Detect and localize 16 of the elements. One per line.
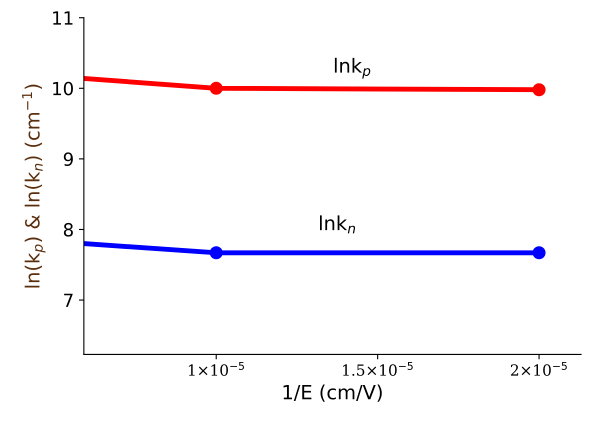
x-axis-title: 1/E (cm/V) <box>284 384 382 402</box>
y-tick-label: 9 <box>64 152 73 166</box>
annotation: lnk$_{n}$ <box>320 215 356 234</box>
y-tick-label: 11 <box>53 11 72 25</box>
y-tick-label: 8 <box>64 222 73 237</box>
point <box>210 246 223 260</box>
x-tick-label: 2×10$^{−5}$ <box>510 362 567 376</box>
x-tick-label: 1.5×10$^{−5}$ <box>343 362 413 376</box>
y-axis-title: ln(k$_{p}$) & ln(k$_{n}$) (cm$^{−1}$) <box>22 84 46 288</box>
x-tick-label: 1×10$^{−5}$ <box>188 362 244 376</box>
y-tick-label: 10 <box>53 82 73 96</box>
point <box>210 82 223 95</box>
point <box>532 246 546 260</box>
point <box>532 83 546 96</box>
y-tick-label: 7 <box>64 294 73 307</box>
annotation: lnk$_{p}$ <box>334 58 370 79</box>
